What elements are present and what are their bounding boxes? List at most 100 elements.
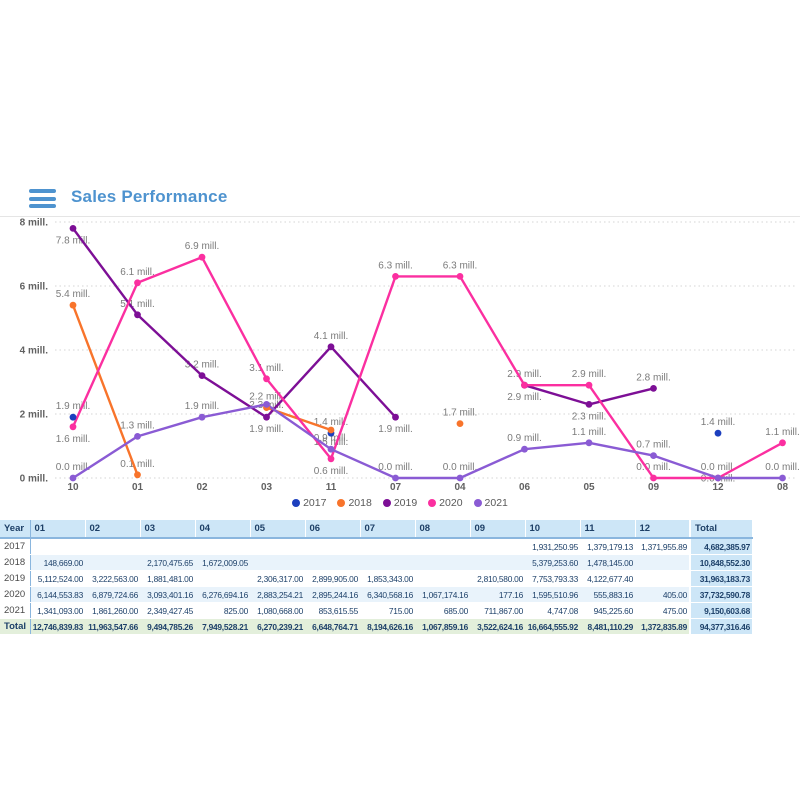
row-label: 2021 — [0, 602, 31, 619]
data-point-2019-01[interactable] — [134, 311, 141, 319]
data-point-label: 0.9 mill. — [314, 433, 348, 444]
data-point-label: 1.9 mill. — [249, 424, 283, 435]
x-axis-tick-label: 12 — [712, 482, 724, 493]
table-cell — [415, 538, 470, 555]
data-point-2020-05[interactable] — [585, 381, 593, 389]
x-axis-tick-label: 05 — [583, 482, 595, 493]
column-header-05[interactable]: 05 — [250, 520, 306, 539]
row-label: 2020 — [0, 586, 31, 603]
column-header-11[interactable]: 11 — [580, 520, 636, 539]
table-cell: 685.00 — [415, 602, 470, 619]
data-point-label: 1.9 mill. — [378, 424, 412, 435]
data-point-2018-04[interactable] — [456, 420, 464, 427]
column-header-03[interactable]: 03 — [140, 520, 196, 539]
data-point-2021-04[interactable] — [456, 474, 464, 482]
data-point-2018-11[interactable] — [327, 426, 335, 434]
table-cell: 7,753,793.33 — [525, 570, 580, 587]
column-header-total[interactable]: Total — [689, 520, 753, 539]
menu-button[interactable] — [29, 189, 57, 212]
table-cell: 11,963,547.66 — [85, 618, 140, 635]
data-point-2018-01[interactable] — [134, 471, 141, 479]
data-point-2021-09[interactable] — [650, 452, 657, 459]
table-cell — [140, 538, 195, 555]
data-point-2017-10[interactable] — [69, 413, 77, 421]
table-cell: 711,867.00 — [470, 602, 525, 619]
column-header-12[interactable]: 12 — [635, 520, 691, 539]
table-cell: 8,194,626.16 — [360, 618, 415, 635]
data-point-2019-05[interactable] — [585, 401, 593, 408]
data-point-2020-07[interactable] — [392, 273, 399, 280]
table-cell: 1,372,835.89 — [635, 618, 690, 635]
table-cell: 825.00 — [195, 602, 250, 619]
data-point-2018-10[interactable] — [69, 301, 77, 309]
data-point-2020-03[interactable] — [263, 375, 270, 383]
legend-item-2017[interactable]: 2017 — [292, 497, 326, 509]
legend-item-2020[interactable]: 2020 — [428, 497, 463, 509]
table-cell — [470, 538, 525, 555]
data-point-label: 2.2 mill. — [249, 392, 283, 403]
data-point-2021-03[interactable] — [263, 401, 270, 408]
data-point-label: 1.1 mill. — [572, 427, 606, 438]
data-point-2020-11[interactable] — [327, 455, 335, 463]
data-point-2021-11[interactable] — [327, 445, 335, 453]
data-point-2021-07[interactable] — [392, 474, 399, 482]
data-point-2019-07[interactable] — [392, 413, 399, 421]
data-point-label: 1.6 mill. — [56, 434, 90, 445]
column-header-01[interactable]: 01 — [30, 520, 86, 539]
table-cell — [470, 554, 525, 571]
data-point-label: 6.3 mill. — [378, 260, 412, 271]
table-cell: 3,222,563.00 — [85, 570, 140, 587]
data-point-2021-10[interactable] — [69, 474, 77, 482]
table-row-2017: 2017 1,931,250.95 1,379,179.13 1,371,955.89… — [0, 538, 752, 555]
legend-label: 2021 — [484, 497, 508, 509]
data-point-label: 2.3 mill. — [572, 411, 606, 422]
column-header-10[interactable]: 10 — [525, 520, 581, 539]
data-point-2020-04[interactable] — [456, 273, 464, 280]
data-point-label: 2.8 mill. — [636, 372, 670, 383]
data-point-2020-02[interactable] — [198, 253, 206, 261]
data-point-2019-11[interactable] — [327, 343, 335, 351]
data-point-2019-03[interactable] — [263, 413, 270, 421]
sales-trend-line-chart[interactable]: 0 mill. 2 mill. 4 mill. 6 mill. 8 mill. 10 01 0… — [0, 218, 800, 504]
legend-label: 2018 — [348, 497, 372, 509]
table-row-2020: 2020 6,144,553.83 6,879,724.66 3,093,401.16… — [0, 586, 752, 603]
data-point-2019-02[interactable] — [198, 372, 206, 379]
data-point-2020-10[interactable] — [69, 423, 77, 431]
column-header-09[interactable]: 09 — [470, 520, 526, 539]
data-point-2020-09[interactable] — [650, 474, 657, 482]
data-point-2020-06[interactable] — [521, 381, 528, 389]
legend-item-2019[interactable]: 2019 — [382, 497, 417, 509]
table-cell: 9,494,785.26 — [140, 618, 195, 635]
column-header-year[interactable]: Year — [0, 520, 31, 539]
legend-item-2018[interactable]: 2018 — [337, 497, 372, 509]
data-point-2021-05[interactable] — [585, 439, 593, 447]
table-cell: 1,379,179.13 — [580, 538, 635, 555]
table-cell: 2,899,905.00 — [305, 570, 360, 587]
column-header-08[interactable]: 08 — [415, 520, 471, 539]
column-header-07[interactable]: 07 — [360, 520, 416, 539]
data-point-2021-02[interactable] — [198, 413, 206, 421]
data-point-2021-01[interactable] — [134, 433, 141, 440]
data-point-2020-08[interactable] — [779, 439, 786, 447]
column-header-06[interactable]: 06 — [305, 520, 361, 539]
table-cell — [30, 538, 85, 555]
data-point-label: 3.2 mill. — [185, 360, 219, 371]
table-cell: 2,170,475.65 — [140, 554, 195, 571]
data-point-label: 1.5 mill. — [314, 437, 348, 448]
x-axis-tick-label: 07 — [390, 482, 402, 493]
column-header-02[interactable]: 02 — [85, 520, 141, 539]
data-point-2019-09[interactable] — [650, 385, 657, 392]
legend-item-2021[interactable]: 2021 — [473, 497, 508, 509]
data-point-2021-08[interactable] — [779, 474, 786, 482]
x-axis-tick-label: 02 — [196, 482, 208, 493]
table-cell — [85, 538, 140, 555]
data-point-2020-01[interactable] — [134, 279, 141, 287]
table-cell: 4,122,677.40 — [580, 570, 635, 587]
column-header-04[interactable]: 04 — [195, 520, 251, 539]
x-axis-tick-label: 09 — [648, 482, 660, 493]
data-point-2019-10[interactable] — [69, 225, 77, 232]
data-point-2021-06[interactable] — [521, 445, 528, 453]
table-cell: 1,881,481.00 — [140, 570, 195, 587]
data-point-2017-12[interactable] — [714, 429, 722, 437]
data-point-2021-12[interactable] — [714, 474, 722, 482]
